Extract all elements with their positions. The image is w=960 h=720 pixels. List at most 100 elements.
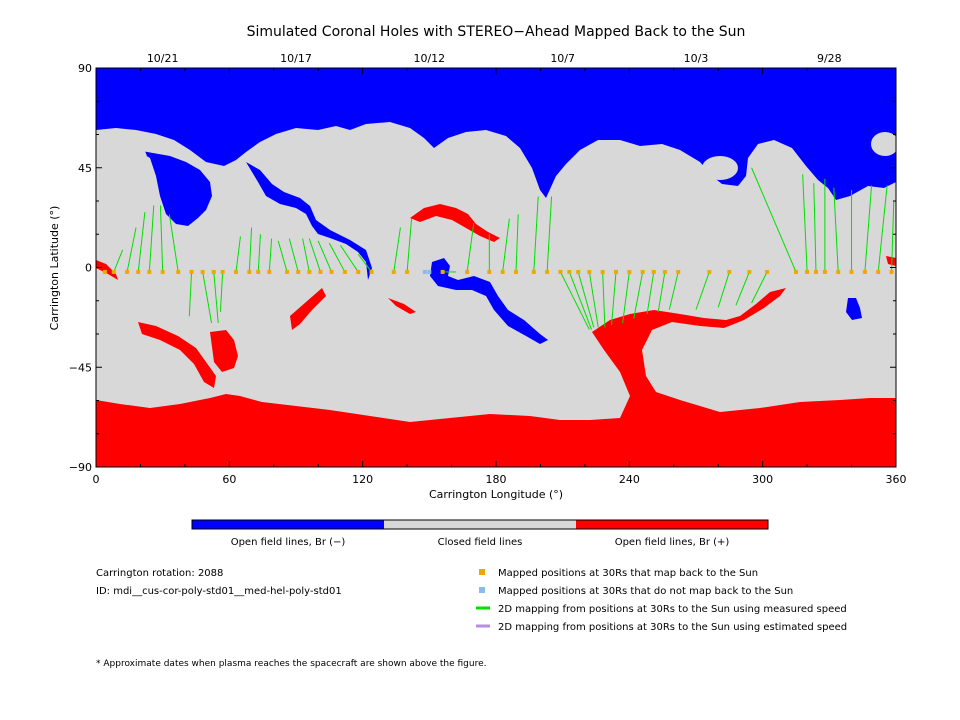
unmapped-point <box>427 269 432 274</box>
x-tick-label: 0 <box>93 473 100 486</box>
date-tick-label: 9/28 <box>817 52 842 65</box>
colorbar-label-positive: Open field lines, Br (+) <box>615 537 730 548</box>
mapped-point <box>342 269 347 274</box>
mapping-line <box>219 271 224 312</box>
x-axis-label: Carrington Longitude (°) <box>429 488 563 501</box>
small-coronal-hole <box>290 288 326 330</box>
colorbar-frame <box>191 519 769 530</box>
legend: Mapped positions at 30Rs that map back t… <box>476 568 847 633</box>
mapping-line <box>148 205 155 272</box>
mapped-point <box>862 269 867 274</box>
mapped-point <box>600 269 605 274</box>
date-tick-label: 10/21 <box>147 52 179 65</box>
mapped-point <box>651 269 656 274</box>
coronal-hole-lobe <box>210 330 238 372</box>
north-polar-coronal-hole <box>96 68 896 200</box>
coronal-hole-extension <box>246 162 372 280</box>
y-axis-label: Carrington Latitude (°) <box>48 206 61 331</box>
mapping-line <box>126 227 137 273</box>
mapped-point <box>567 269 572 274</box>
footnote: * Approximate dates when plasma reaches … <box>96 659 487 669</box>
mapped-point <box>876 269 881 274</box>
mapping-line <box>633 271 644 319</box>
legend-label-unmapped: Mapped positions at 30Rs that do not map… <box>498 586 793 597</box>
mapped-point <box>587 269 592 274</box>
mapped-points <box>102 269 894 274</box>
mapping-line <box>113 249 124 273</box>
mapping-line <box>833 187 839 272</box>
mapped-point <box>707 269 712 274</box>
mapped-point <box>234 269 238 274</box>
mapped-point <box>487 269 492 274</box>
equatorial-coronal-hole <box>430 258 548 344</box>
mapping-line <box>751 271 768 304</box>
mapping-line <box>588 271 599 328</box>
date-axis: 10/21 10/17 10/12 10/7 10/3 9/28 <box>147 52 842 65</box>
mapped-point <box>285 269 290 274</box>
mapped-point <box>356 269 361 274</box>
colorbar-segment-negative <box>192 520 384 529</box>
mapping-line <box>202 271 213 324</box>
mapped-point <box>147 269 152 274</box>
coronal-hole-map <box>96 68 896 467</box>
mapped-point <box>465 269 470 274</box>
mapping-line <box>268 238 273 272</box>
colorbar-label-closed: Closed field lines <box>438 537 523 548</box>
date-tick-label: 10/17 <box>280 52 312 65</box>
mapped-point <box>836 269 841 274</box>
mapping-line <box>406 218 413 272</box>
mapping-line <box>466 223 475 273</box>
mapping-line <box>213 271 219 323</box>
mapping-line <box>611 271 617 326</box>
mapping-line <box>695 271 710 310</box>
chart-title: Simulated Coronal Holes with STEREO−Ahea… <box>247 24 746 40</box>
closed-island <box>564 160 596 184</box>
mapped-point <box>558 269 563 274</box>
mapped-point <box>514 269 518 274</box>
colorbar-segment-positive <box>576 520 768 529</box>
mapping-lines <box>113 167 895 330</box>
small-coronal-hole <box>886 256 896 266</box>
mapping-line <box>657 271 666 312</box>
mapped-point <box>200 269 205 274</box>
mapping-line <box>357 253 372 273</box>
mapping-line <box>235 236 241 272</box>
mapped-point <box>176 269 181 274</box>
mapped-point <box>296 269 301 274</box>
mapping-line <box>502 218 510 272</box>
legend-label-estimated: 2D mapping from positions at 30Rs to the… <box>498 622 847 633</box>
mapped-point <box>111 269 116 274</box>
mapping-line <box>813 183 817 272</box>
small-coronal-hole <box>96 260 118 280</box>
closed-island <box>702 156 738 180</box>
y-tick-label: −45 <box>69 361 92 374</box>
mapped-point <box>136 269 141 274</box>
mapped-point <box>267 269 272 274</box>
mapped-point <box>189 269 194 274</box>
mapped-point <box>391 269 396 274</box>
mapped-point <box>405 269 410 274</box>
small-coronal-hole <box>846 298 862 320</box>
colorbar: Open field lines, Br (−) Closed field li… <box>191 519 769 548</box>
mapped-point <box>614 269 618 274</box>
mapping-line <box>533 196 539 272</box>
mapped-point <box>102 269 107 274</box>
legend-marker-mapped <box>479 569 485 575</box>
x-axis: 0 60 120 180 240 300 360 <box>93 68 907 486</box>
mapping-line <box>646 271 655 315</box>
northern-coronal-hole <box>410 204 500 242</box>
colorbar-segment-closed <box>384 520 576 529</box>
mapped-point <box>329 269 334 274</box>
mapped-point <box>822 269 827 274</box>
mapping-line <box>802 174 808 272</box>
date-tick-label: 10/3 <box>684 52 709 65</box>
coronal-hole-lobe <box>136 150 212 226</box>
mapping-line <box>751 167 797 273</box>
legend-label-mapped: Mapped positions at 30Rs that map back t… <box>498 568 758 579</box>
x-tick-label: 120 <box>352 473 373 486</box>
mapping-line <box>257 234 261 272</box>
mapping-line <box>288 238 299 273</box>
mapped-point <box>794 269 798 274</box>
mapped-point <box>640 269 645 274</box>
unmapped-point <box>422 269 427 274</box>
